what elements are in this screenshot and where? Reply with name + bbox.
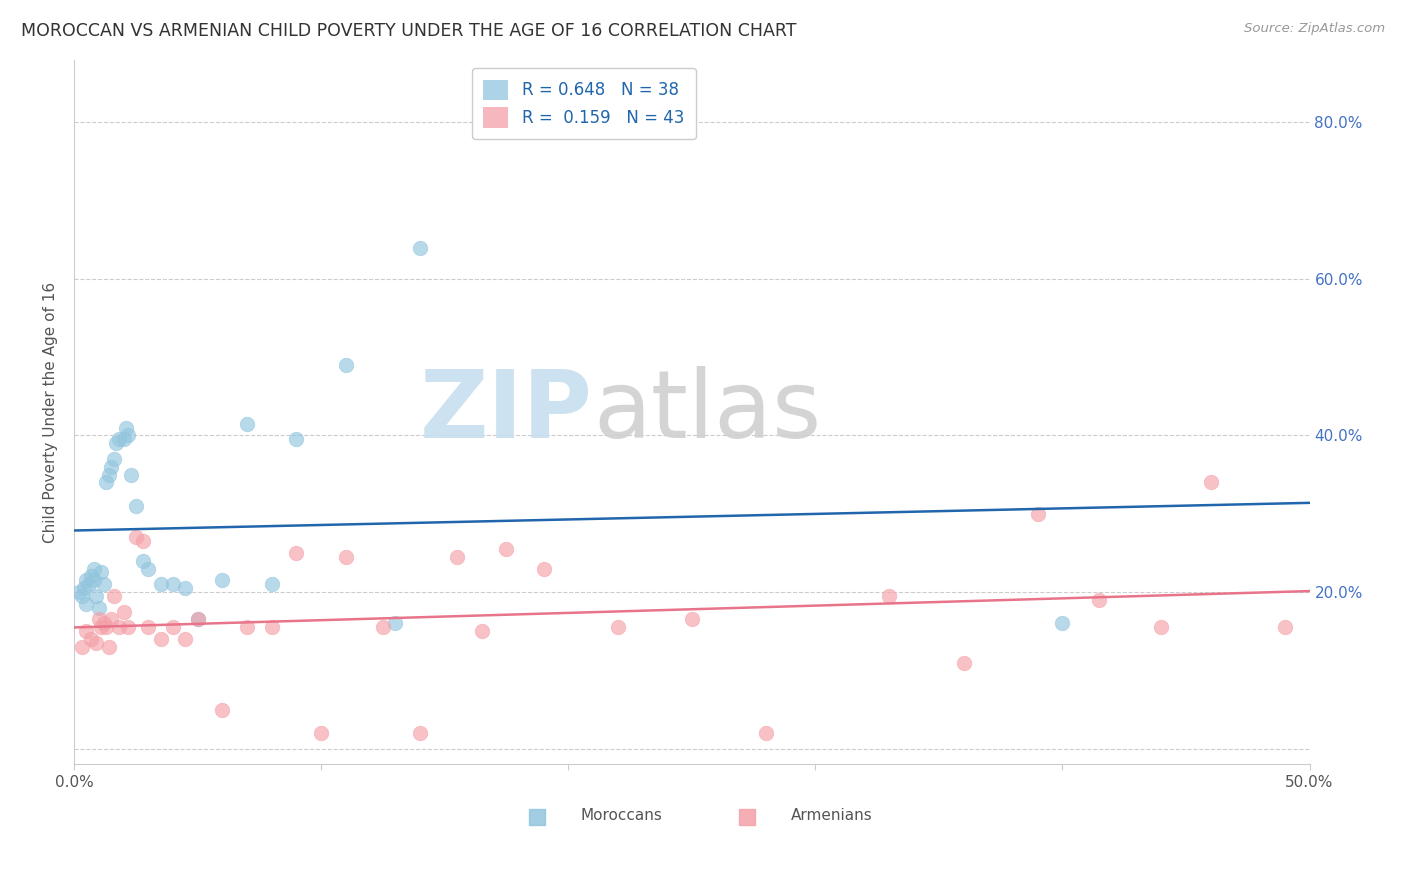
Point [236, 417, 259, 431]
Point [211, 702, 233, 716]
Point [309, 726, 332, 740]
Point [132, 554, 155, 568]
Point [83, 561, 105, 575]
Point [149, 577, 172, 591]
Point [136, 620, 159, 634]
Point [1150, 620, 1173, 634]
Point [67, 585, 90, 599]
Point [211, 574, 233, 588]
Point [120, 467, 142, 482]
Point [90, 620, 112, 634]
Point [1274, 620, 1296, 634]
Point [260, 577, 283, 591]
Point [107, 433, 129, 447]
Point [83, 574, 105, 588]
Point [86, 589, 108, 603]
Text: Armenians: Armenians [790, 807, 872, 822]
Point [70, 589, 93, 603]
Point [125, 499, 148, 513]
Point [1026, 507, 1049, 521]
Point [471, 624, 494, 639]
Point [446, 549, 468, 564]
Point [100, 459, 122, 474]
Text: MOROCCAN VS ARMENIAN CHILD POVERTY UNDER THE AGE OF 16 CORRELATION CHART: MOROCCAN VS ARMENIAN CHILD POVERTY UNDER… [21, 22, 797, 40]
Point [174, 632, 197, 646]
Point [117, 428, 139, 442]
Point [187, 612, 209, 626]
Point [952, 656, 974, 670]
Point [73, 581, 96, 595]
Point [105, 436, 128, 450]
Point [86, 636, 108, 650]
Point [495, 541, 517, 556]
Point [112, 605, 135, 619]
Point [1088, 593, 1111, 607]
Point [755, 726, 778, 740]
Point [96, 475, 118, 490]
Point [533, 561, 555, 575]
Point [371, 620, 394, 634]
Text: Source: ZipAtlas.com: Source: ZipAtlas.com [1244, 22, 1385, 36]
Point [162, 577, 184, 591]
Text: atlas: atlas [593, 366, 821, 458]
Point [80, 569, 103, 583]
Point [174, 581, 197, 595]
Point [75, 597, 97, 611]
Point [80, 632, 103, 646]
Point [87, 600, 110, 615]
Point [132, 534, 155, 549]
Point [93, 616, 115, 631]
Point [409, 726, 432, 740]
Point [112, 433, 135, 447]
Point [100, 612, 122, 626]
Point [681, 612, 703, 626]
Point [384, 616, 406, 631]
Point [103, 452, 125, 467]
Point [97, 467, 120, 482]
Point [1199, 475, 1222, 490]
Text: Moroccans: Moroccans [581, 807, 662, 822]
Legend: R = 0.648   N = 38, R =  0.159   N = 43: R = 0.648 N = 38, R = 0.159 N = 43 [471, 68, 696, 139]
Point [70, 640, 93, 654]
Point [162, 620, 184, 634]
Point [236, 620, 259, 634]
Point [107, 620, 129, 634]
Point [93, 577, 115, 591]
Point [260, 620, 283, 634]
Point [125, 530, 148, 544]
Point [136, 561, 159, 575]
Point [879, 589, 901, 603]
Point [149, 632, 172, 646]
Point [409, 240, 432, 254]
Point [187, 612, 209, 626]
Point [77, 577, 100, 591]
Point [96, 620, 118, 634]
Y-axis label: Child Poverty Under the Age of 16: Child Poverty Under the Age of 16 [44, 281, 58, 542]
Point [75, 574, 97, 588]
Text: ZIP: ZIP [420, 366, 593, 458]
Point [75, 624, 97, 639]
Point [90, 566, 112, 580]
Point [117, 620, 139, 634]
Point [1052, 616, 1074, 631]
Point [335, 549, 357, 564]
Point [115, 420, 138, 434]
Point [606, 620, 628, 634]
Point [285, 433, 308, 447]
Point [285, 546, 308, 560]
Point [103, 589, 125, 603]
Point [335, 358, 357, 372]
Point [97, 640, 120, 654]
Point [87, 612, 110, 626]
